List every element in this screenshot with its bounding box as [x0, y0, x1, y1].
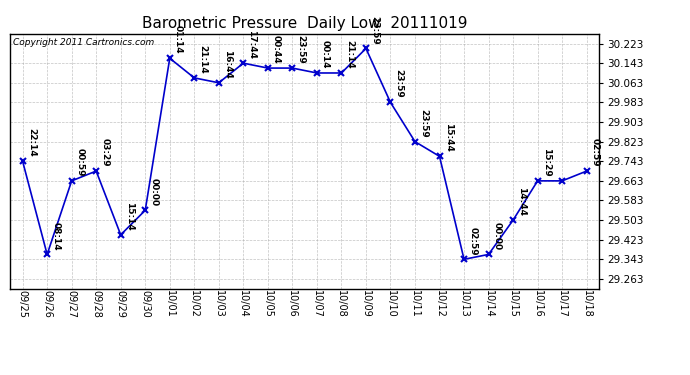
Text: 00:00: 00:00 [150, 178, 159, 206]
Text: 00:00: 00:00 [493, 222, 502, 250]
Text: 02:59: 02:59 [469, 226, 477, 255]
Text: 17:44: 17:44 [248, 30, 257, 59]
Text: 14:44: 14:44 [518, 187, 526, 216]
Text: 21:14: 21:14 [199, 45, 208, 74]
Title: Barometric Pressure  Daily Low  20111019: Barometric Pressure Daily Low 20111019 [142, 16, 467, 31]
Text: 23:59: 23:59 [395, 69, 404, 98]
Text: 08:14: 08:14 [51, 222, 60, 250]
Text: 23:59: 23:59 [297, 35, 306, 64]
Text: 23:59: 23:59 [419, 109, 428, 138]
Text: 02:59: 02:59 [591, 138, 600, 167]
Text: 03:29: 03:29 [100, 138, 109, 167]
Text: 23:59: 23:59 [370, 15, 379, 44]
Text: 15:29: 15:29 [542, 148, 551, 177]
Text: 22:14: 22:14 [27, 128, 36, 157]
Text: 15:14: 15:14 [125, 202, 134, 231]
Text: 00:14: 00:14 [321, 40, 330, 69]
Text: 16:44: 16:44 [223, 50, 232, 79]
Text: Copyright 2011 Cartronics.com: Copyright 2011 Cartronics.com [13, 38, 155, 46]
Text: 01:14: 01:14 [174, 26, 183, 54]
Text: 21:14: 21:14 [346, 40, 355, 69]
Text: 00:59: 00:59 [76, 148, 85, 177]
Text: 15:44: 15:44 [444, 123, 453, 152]
Text: 00:44: 00:44 [272, 35, 281, 64]
